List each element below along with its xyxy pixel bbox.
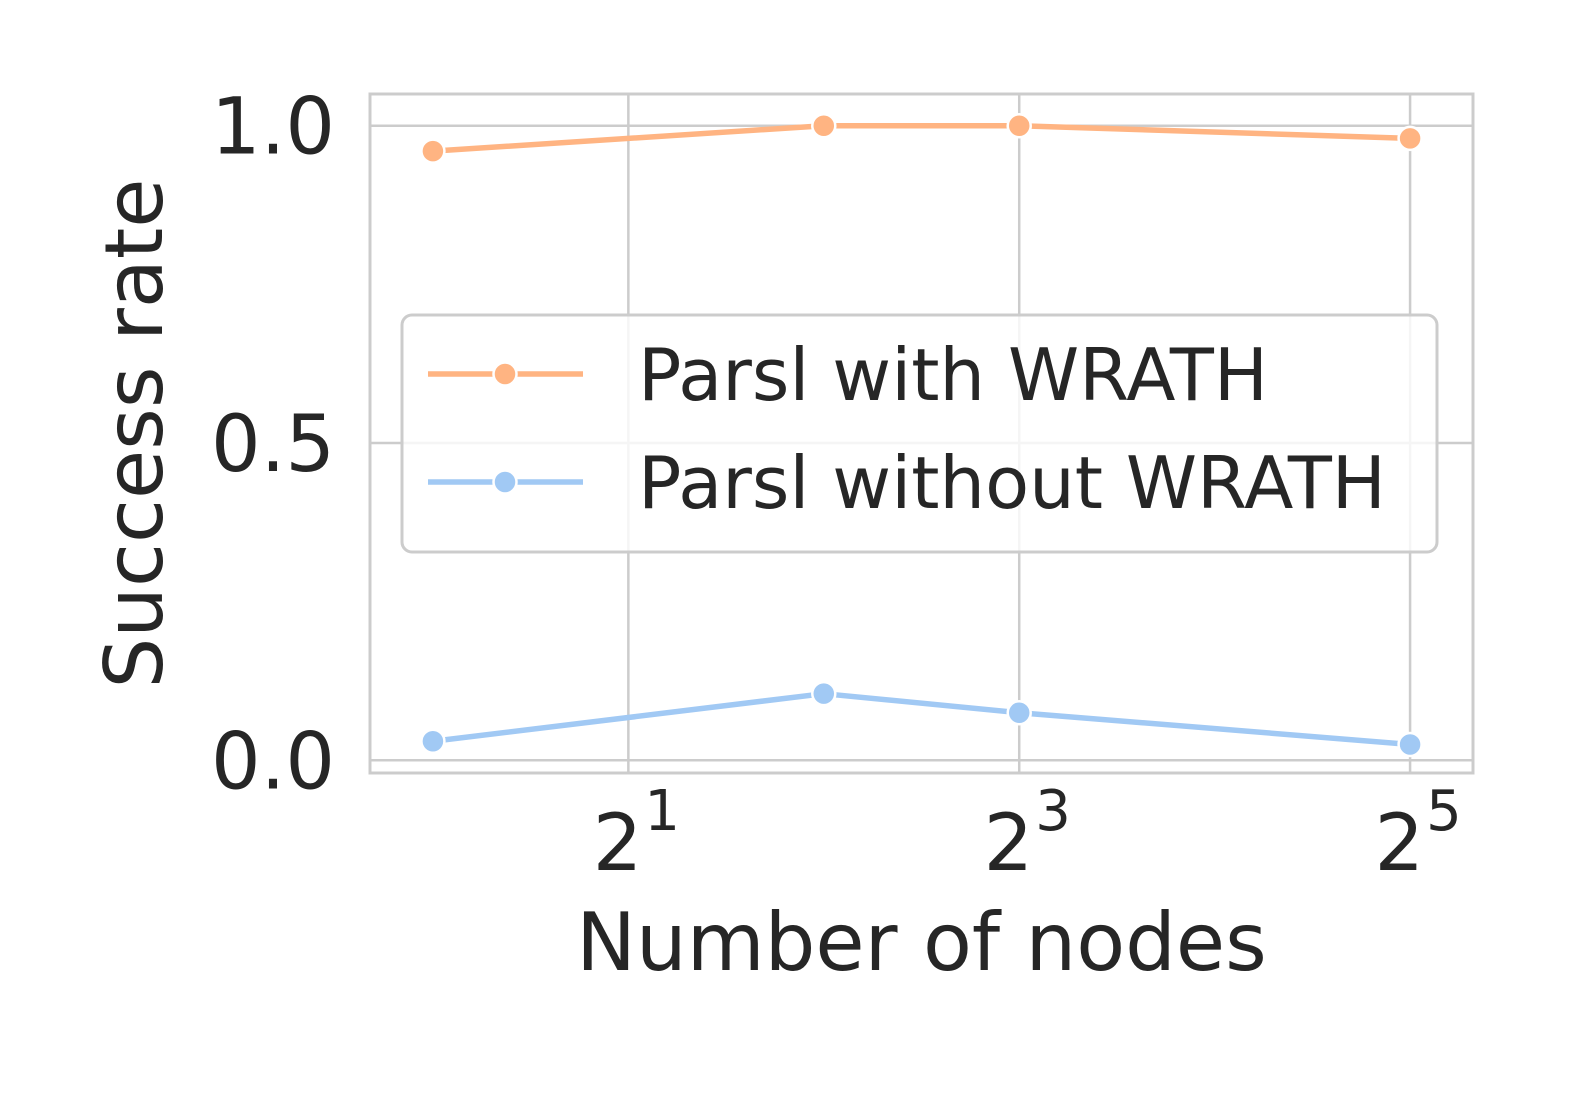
y-tick-label: 0.0 xyxy=(211,717,335,807)
x-tick-exponent: 5 xyxy=(1426,779,1462,844)
data-point xyxy=(420,138,446,164)
y-axis-label: Success rate xyxy=(88,179,181,689)
legend-item: Parsl with WRATH xyxy=(428,333,1268,417)
data-point xyxy=(811,112,837,139)
legend-marker xyxy=(492,469,518,495)
legend-item: Parsl without WRATH xyxy=(428,441,1386,525)
data-point xyxy=(811,680,837,707)
data-point xyxy=(1397,125,1423,152)
series-line xyxy=(432,690,1411,748)
data-point xyxy=(420,728,446,755)
data-point xyxy=(1397,731,1423,758)
series-layer xyxy=(420,112,1423,758)
x-tick-base: 2 xyxy=(593,799,643,889)
legend-marker xyxy=(492,361,518,387)
x-tick-exponent: 3 xyxy=(1035,779,1071,844)
x-tick-base: 2 xyxy=(1374,799,1424,889)
legend-label: Parsl without WRATH xyxy=(638,441,1386,525)
plot-area-frame xyxy=(368,92,1475,775)
legend-box xyxy=(400,313,1439,554)
x-tick-exponent: 1 xyxy=(644,779,680,844)
data-point xyxy=(1006,699,1032,726)
x-tick-base: 2 xyxy=(984,799,1034,889)
y-tick-label: 0.5 xyxy=(211,400,335,490)
x-axis-label: Number of nodes xyxy=(576,896,1267,989)
data-point xyxy=(1006,112,1032,139)
series-line xyxy=(432,122,1411,154)
legend: Parsl with WRATH Parsl without WRATH xyxy=(400,313,1439,554)
y-tick-labels: 0.0 0.5 1.0 xyxy=(211,83,335,808)
y-tick-label: 1.0 xyxy=(211,83,335,173)
legend-label: Parsl with WRATH xyxy=(638,333,1268,417)
